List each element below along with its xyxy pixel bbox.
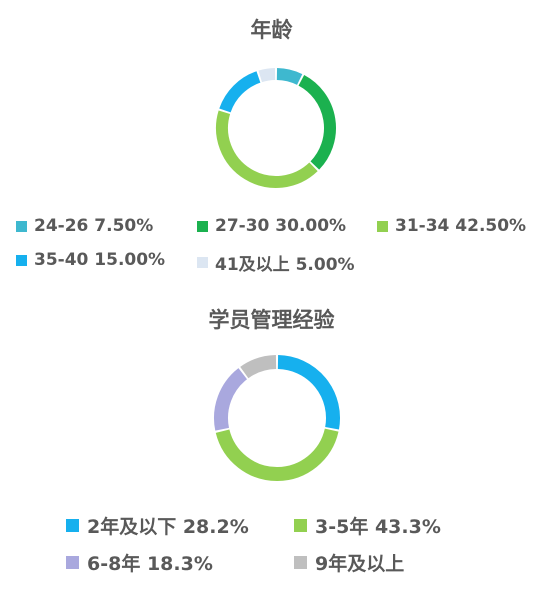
donut-slice-3 xyxy=(216,110,318,188)
experience-donut xyxy=(214,355,340,481)
legend-label: 41及以上 5.00% xyxy=(215,255,355,275)
legend-label: 31-34 42.50% xyxy=(395,216,527,236)
legend-swatch-icon xyxy=(294,519,307,532)
chart-title-experience: 学员管理经验 xyxy=(208,308,335,332)
legend-label: 27-30 30.00% xyxy=(215,216,347,236)
legend-label: 35-40 15.00% xyxy=(34,250,166,270)
legend-item-age-3: 35-40 15.00% xyxy=(16,250,165,270)
donut-slice-4 xyxy=(240,355,277,379)
age-donut xyxy=(216,68,336,188)
legend-swatch-icon xyxy=(197,220,208,232)
legend-swatch-icon xyxy=(16,220,27,232)
legend-item-exp-2: 6-8年 18.3% xyxy=(66,549,213,576)
donut-slice-4 xyxy=(219,71,261,113)
donut-slice-2 xyxy=(298,75,336,170)
legend-label: 2年及以下 28.2% xyxy=(87,516,249,538)
legend-label: 24-26 7.50% xyxy=(34,216,154,236)
legend-swatch-icon xyxy=(377,220,388,232)
legend-item-exp-1: 3-5年 43.3% xyxy=(294,512,441,539)
donut-slice-1 xyxy=(276,68,303,85)
legend-swatch-icon xyxy=(66,519,79,532)
legend-item-age-0: 24-26 7.50% xyxy=(16,216,153,236)
legend-item-age-1: 27-30 30.00% xyxy=(197,216,346,236)
legend-swatch-icon xyxy=(16,254,27,266)
legend-swatch-icon xyxy=(197,257,208,268)
legend-label: 9年及以上 xyxy=(315,553,405,575)
donut-slice-1 xyxy=(277,355,340,430)
legend-swatch-icon xyxy=(66,556,79,569)
legend-label: 3-5年 43.3% xyxy=(315,516,441,538)
legend-item-age-2: 31-34 42.50% xyxy=(377,216,526,236)
chart-title-age: 年龄 xyxy=(250,18,293,42)
legend-swatch-icon xyxy=(294,556,307,569)
legend-label: 6-8年 18.3% xyxy=(87,553,213,575)
legend-item-age-4: 41及以上 5.00% xyxy=(197,250,355,275)
donut-slice-2 xyxy=(215,428,339,481)
legend-item-exp-3: 9年及以上 xyxy=(294,549,404,576)
donut-slice-5 xyxy=(258,68,276,83)
donut-slice-3 xyxy=(214,368,248,431)
legend-item-exp-0: 2年及以下 28.2% xyxy=(66,512,249,539)
